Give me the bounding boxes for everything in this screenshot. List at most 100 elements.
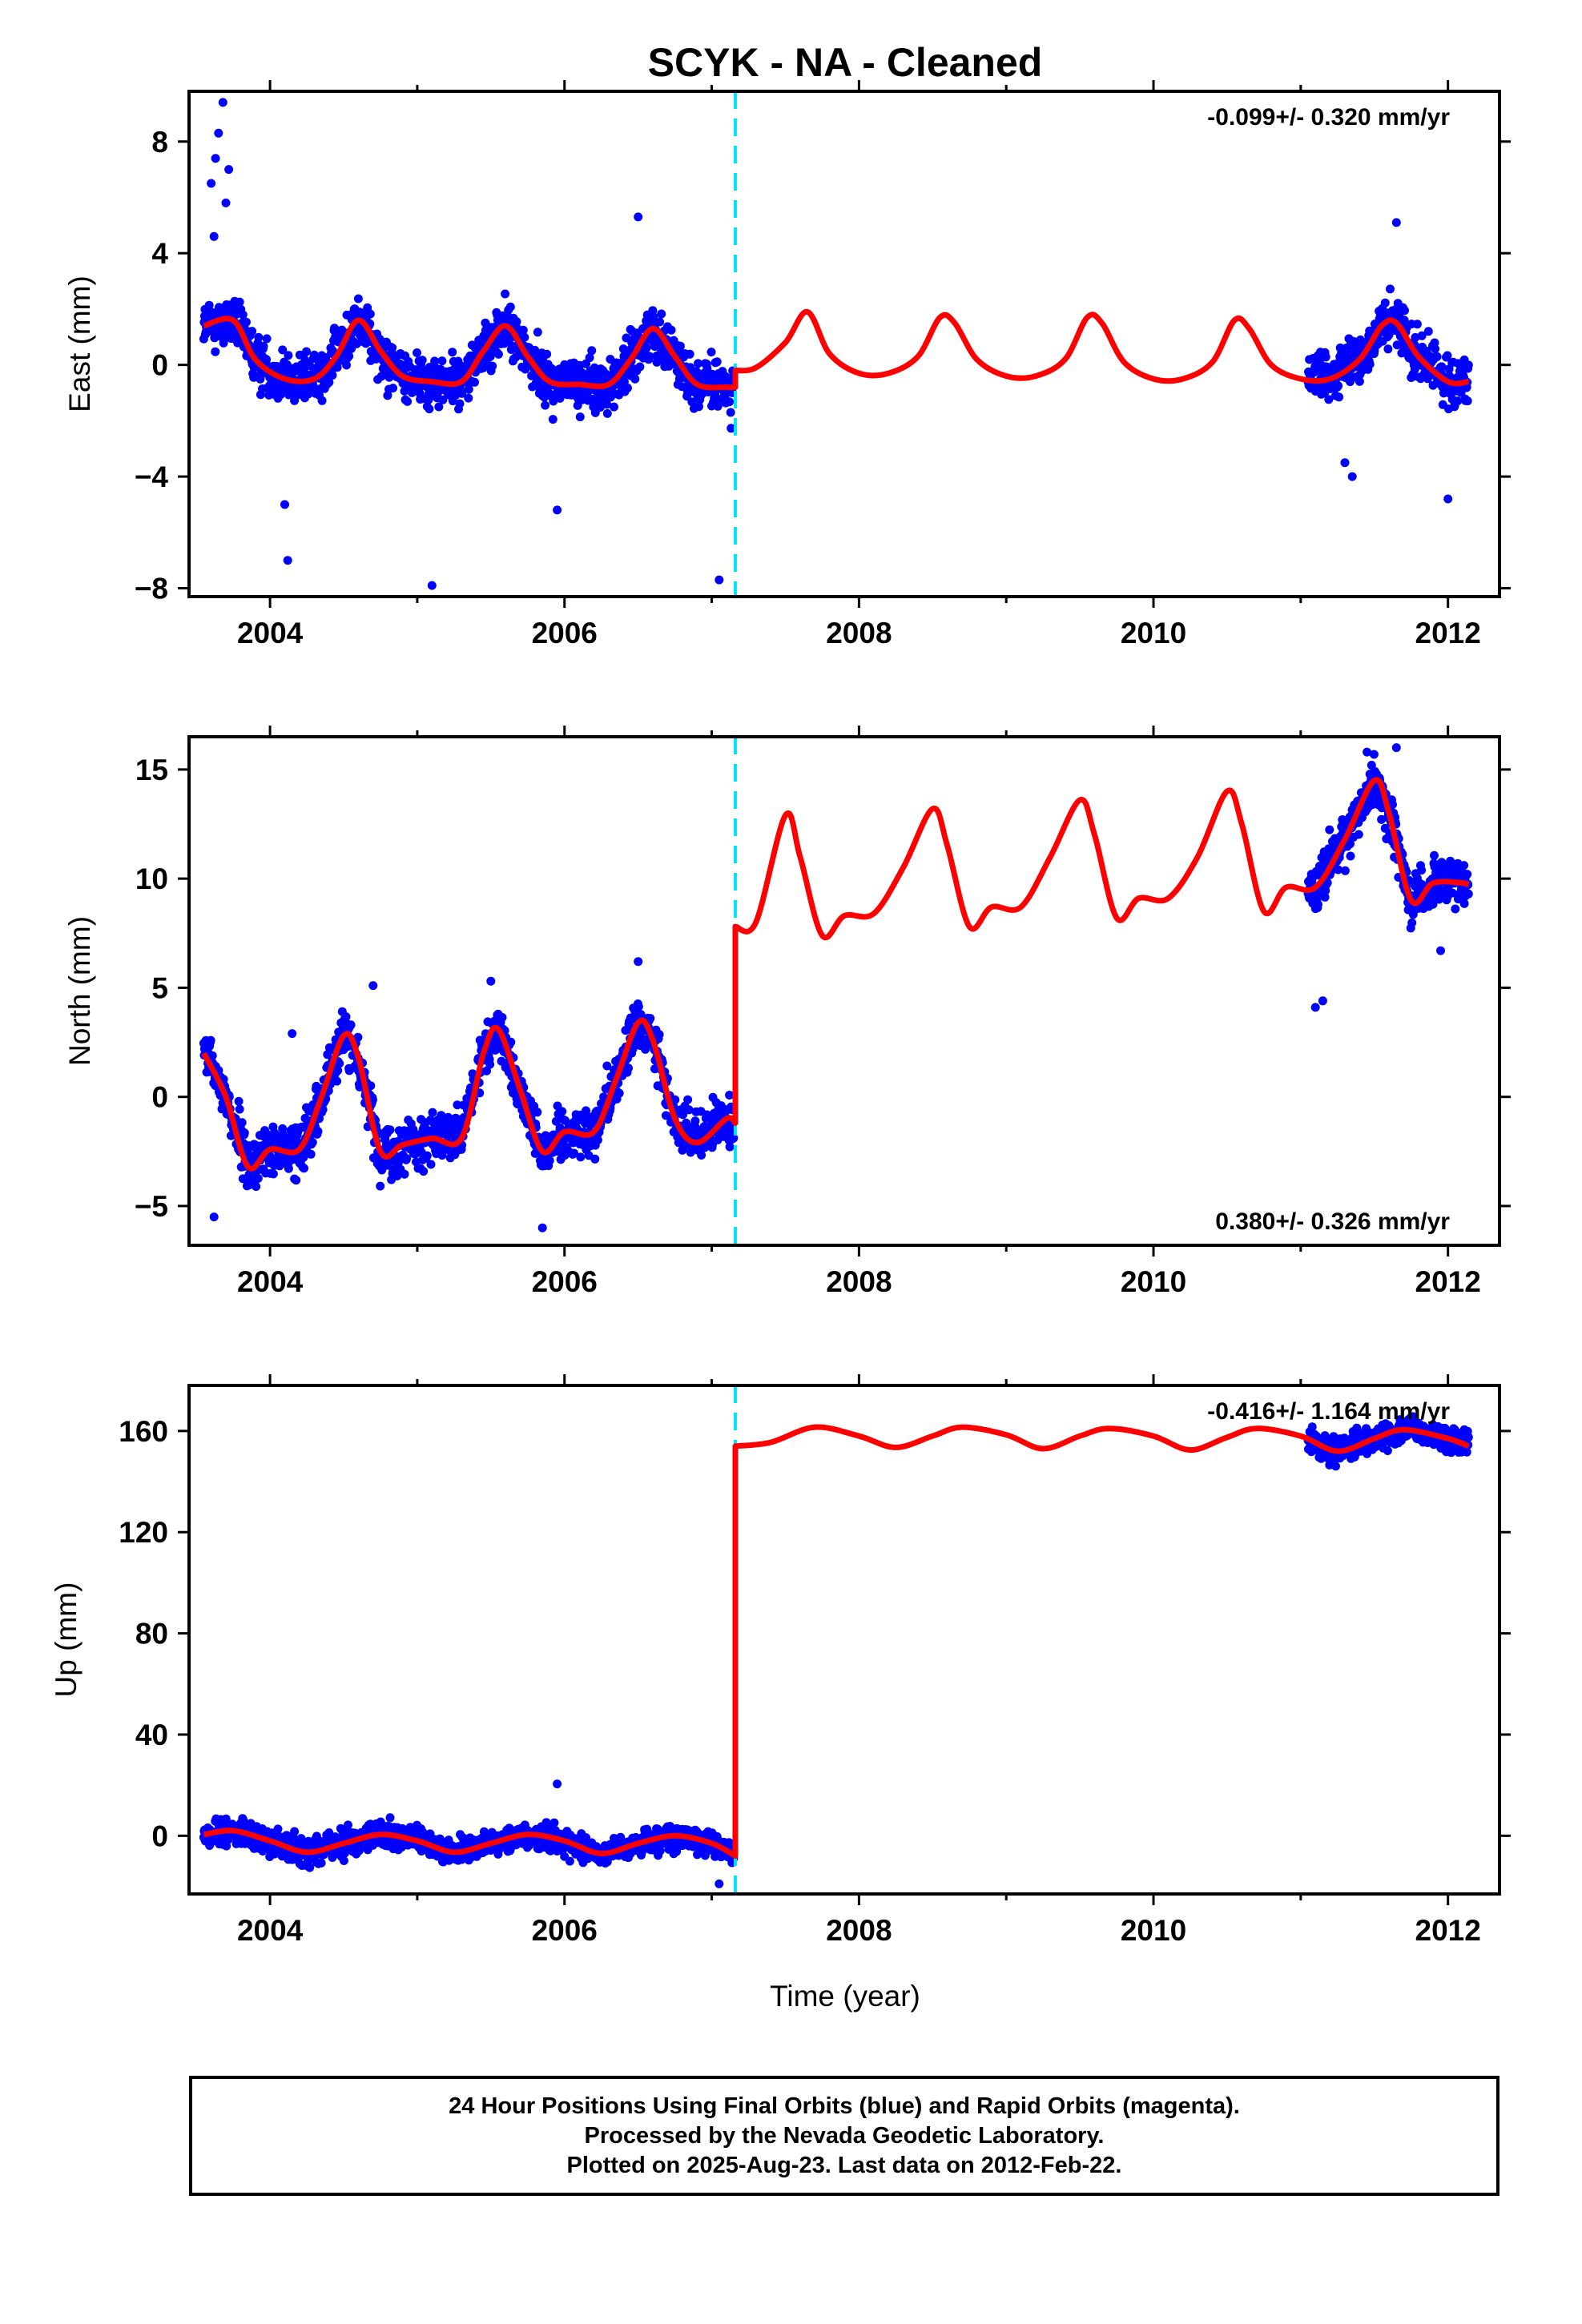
- data-point: [1431, 344, 1440, 354]
- data-point: [425, 404, 434, 414]
- data-point: [1380, 298, 1390, 308]
- data-point-outlier: [207, 179, 216, 188]
- data-point: [602, 400, 612, 409]
- data-point: [725, 1142, 735, 1152]
- data-point: [726, 408, 735, 417]
- data-point: [308, 1138, 317, 1147]
- data-point: [1428, 899, 1438, 909]
- data-point: [259, 341, 268, 351]
- data-point: [646, 1014, 655, 1023]
- data-point: [712, 357, 722, 367]
- data-point: [235, 297, 244, 307]
- data-point: [464, 384, 473, 394]
- data-point: [727, 424, 736, 433]
- data-point: [518, 325, 528, 335]
- x-tick-label: 2004: [237, 617, 304, 649]
- data-point: [497, 1013, 507, 1022]
- data-point: [506, 1037, 516, 1047]
- data-point: [1423, 327, 1433, 336]
- data-point: [335, 1059, 344, 1068]
- x-tick-label: 2006: [532, 1265, 598, 1298]
- data-point-outlier: [221, 198, 231, 207]
- data-point: [541, 400, 550, 410]
- data-point: [266, 1152, 276, 1162]
- data-point: [1334, 381, 1343, 391]
- data-point: [1453, 396, 1463, 406]
- model-curve: [203, 308, 1469, 391]
- data-point: [1435, 895, 1444, 904]
- data-point: [493, 349, 503, 359]
- data-point: [570, 1148, 579, 1158]
- data-point: [204, 300, 214, 310]
- y-tick-label: 4: [151, 237, 168, 270]
- y-tick-label: 5: [151, 971, 168, 1004]
- data-point: [262, 355, 272, 364]
- data-point: [630, 374, 640, 384]
- data-point: [1321, 352, 1330, 362]
- data-point-outlier: [283, 556, 292, 565]
- data-point: [437, 356, 447, 366]
- data-point: [392, 1172, 402, 1180]
- data-point: [1447, 888, 1457, 898]
- data-point-outlier: [1436, 946, 1445, 955]
- data-point: [1322, 878, 1332, 887]
- data-point: [238, 310, 248, 320]
- data-point: [1325, 825, 1334, 834]
- data-point: [666, 325, 676, 335]
- data-point: [549, 1818, 559, 1827]
- data-point: [434, 402, 444, 412]
- data-point: [385, 1125, 395, 1135]
- x-tick-label: 2008: [826, 1265, 892, 1298]
- data-point: [1320, 892, 1330, 902]
- data-point: [726, 1124, 735, 1134]
- data-point: [409, 1124, 418, 1134]
- plot-area-1: [199, 91, 1473, 597]
- y-tick-label: −4: [135, 460, 169, 493]
- data-point-outlier: [1391, 743, 1401, 753]
- data-point: [388, 384, 398, 393]
- data-point: [488, 361, 497, 371]
- data-point: [207, 1051, 217, 1060]
- data-point: [1334, 865, 1343, 875]
- data-point: [457, 388, 467, 398]
- x-tick-label: 2004: [237, 1265, 304, 1298]
- data-point: [683, 1095, 693, 1104]
- data-point: [602, 1857, 612, 1867]
- data-point: [482, 1066, 491, 1076]
- x-tick-label: 2010: [1121, 1265, 1186, 1298]
- data-point-outlier: [209, 231, 219, 241]
- data-point: [1451, 904, 1460, 914]
- data-point: [222, 1841, 231, 1851]
- data-point: [602, 408, 612, 418]
- y-axis-label: North (mm): [63, 916, 96, 1066]
- data-point: [692, 1124, 702, 1134]
- x-tick-label: 2006: [532, 617, 598, 649]
- data-point: [1430, 850, 1439, 860]
- plot-frame: [187, 735, 1501, 1247]
- data-point-outlier: [634, 212, 643, 222]
- data-point: [1388, 800, 1397, 810]
- data-point: [505, 302, 515, 312]
- data-point: [426, 1160, 436, 1169]
- data-point-outlier: [537, 1223, 547, 1232]
- data-point: [706, 348, 716, 357]
- data-point: [654, 1030, 664, 1039]
- data-point: [575, 412, 585, 422]
- data-point: [430, 356, 440, 366]
- data-point: [341, 1012, 351, 1022]
- data-point-outlier: [1363, 747, 1372, 757]
- data-point: [729, 1133, 739, 1143]
- data-point: [624, 1063, 633, 1073]
- data-point: [252, 1182, 261, 1192]
- data-point: [300, 1164, 308, 1173]
- data-point: [333, 1066, 343, 1076]
- data-point-outlier: [288, 1029, 297, 1039]
- data-point: [330, 324, 339, 333]
- data-point: [268, 1169, 278, 1179]
- data-point: [1400, 306, 1409, 316]
- data-point-outlier: [211, 154, 220, 163]
- data-point-outlier: [209, 1212, 219, 1222]
- data-point: [237, 1118, 247, 1128]
